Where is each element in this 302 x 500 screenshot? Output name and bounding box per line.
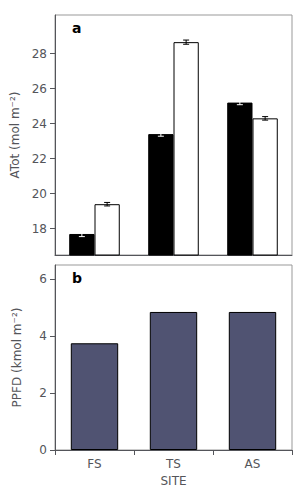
svg-text:TS: TS <box>165 457 181 471</box>
svg-text:20: 20 <box>32 187 47 201</box>
svg-text:4: 4 <box>39 329 47 343</box>
svg-text:FS: FS <box>87 457 101 471</box>
svg-text:6: 6 <box>39 272 47 286</box>
svg-text:2: 2 <box>39 386 47 400</box>
svg-text:a: a <box>72 20 81 36</box>
svg-text:22: 22 <box>32 152 47 166</box>
svg-text:24: 24 <box>32 117 47 131</box>
svg-text:PPFD (kmol m⁻²): PPFD (kmol m⁻²) <box>10 308 24 408</box>
svg-text:ATot (mol m⁻²): ATot (mol m⁻²) <box>8 92 22 179</box>
svg-text:28: 28 <box>32 47 47 61</box>
svg-text:18: 18 <box>32 222 47 236</box>
svg-text:26: 26 <box>32 82 47 96</box>
svg-text:SITE: SITE <box>160 474 186 488</box>
svg-text:0: 0 <box>39 443 47 457</box>
svg-text:b: b <box>72 270 82 286</box>
svg-text:AS: AS <box>245 457 261 471</box>
